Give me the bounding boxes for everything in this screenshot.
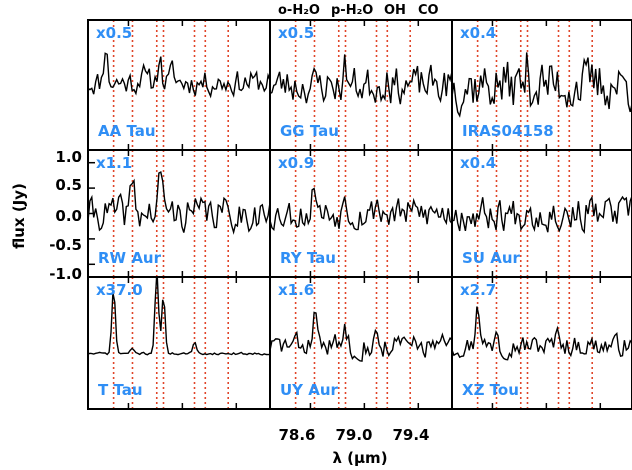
spectrum-trace [452, 52, 632, 118]
spectrum-trace [88, 171, 270, 235]
y-tick-label: -0.5 [49, 236, 82, 254]
panel-name-label: T Tau [98, 381, 143, 399]
panel-scale-label: x1.6 [278, 281, 314, 299]
header-label-oh: OH [384, 3, 406, 18]
spectrum-trace [270, 187, 452, 232]
panel-labels-layer: x0.5 AA Tau x0.5 GG Tau x0.4 IRAS04158 x1.1 RW … [96, 24, 554, 399]
spectrum-trace [270, 311, 452, 362]
panel-name-label: SU Aur [462, 249, 520, 267]
y-tick-label: 0.0 [55, 207, 82, 225]
y-tick-label: -1.0 [49, 265, 82, 283]
panel-scale-label: x37.0 [96, 281, 143, 299]
panel-frame [451, 276, 632, 410]
spectrum-trace [452, 194, 632, 234]
panel-name-label: RW Aur [98, 249, 162, 267]
x-axis-label: λ (μm) [332, 449, 387, 467]
panel-name-label: UY Aur [280, 381, 339, 399]
y-tick-label: 1.0 [55, 148, 82, 166]
y-axis-label: flux (Jy) [10, 183, 28, 249]
panel-scale-label: x0.5 [96, 24, 132, 42]
header-label-co: CO [418, 3, 439, 18]
panel-scale-label: x0.9 [278, 154, 314, 172]
header-label-o-h2o: o-H₂O [278, 3, 320, 18]
y-tick-label: 0.5 [55, 176, 82, 194]
panel-name-label: XZ Tou [462, 381, 519, 399]
panel-name-label: AA Tau [98, 122, 156, 140]
panel-frames-layer [87, 19, 632, 410]
header-label-p-h2o: p-H₂O [331, 3, 373, 18]
spectrum-trace [270, 54, 452, 105]
spectrum-trace [88, 277, 270, 356]
panel-scale-label: x0.5 [278, 24, 314, 42]
panel-name-label: GG Tau [280, 122, 339, 140]
x-tick-label: 79.0 [335, 426, 372, 444]
axis-ticks-layer [88, 20, 602, 409]
x-tick-label: 78.6 [278, 426, 315, 444]
panel-scale-label: x1.1 [96, 154, 132, 172]
panel-scale-label: x0.4 [460, 24, 496, 42]
x-tick-label: 79.4 [392, 426, 429, 444]
panel-scale-label: x2.7 [460, 281, 496, 299]
spectra-traces-layer [88, 52, 632, 362]
panel-scale-label: x0.4 [460, 154, 496, 172]
spectrum-trace [452, 306, 632, 361]
spectrum-trace [88, 52, 270, 99]
panel-name-label: IRAS04158 [462, 122, 554, 140]
panel-name-label: RY Tau [280, 249, 336, 267]
